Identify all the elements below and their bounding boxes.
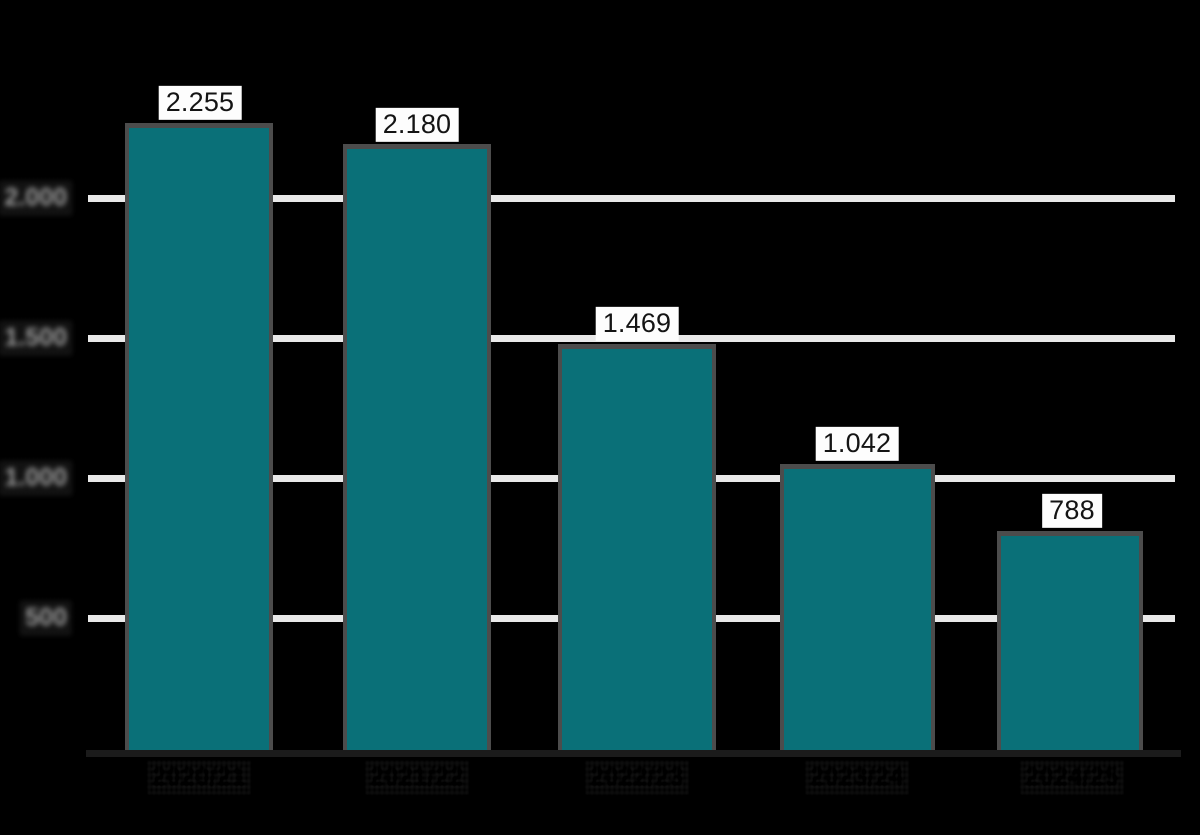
x-axis-line: [86, 750, 1181, 757]
redaction-noise: [0, 180, 72, 216]
value-label-2023-24: 1.042: [815, 426, 899, 461]
gridline-2000: [110, 195, 1175, 202]
bar-2024-25[interactable]: [997, 531, 1143, 756]
y-tick-mark-500: [88, 615, 112, 622]
y-tick-label-500-text: 500: [25, 604, 67, 632]
y-tick-label-2000: 2.000: [0, 180, 72, 216]
y-tick-label-1500-text: 1.500: [4, 324, 67, 352]
x-axis-label-2024-25-text: 2024/25: [1025, 763, 1119, 791]
y-tick-label-2000-text: 2.000: [4, 184, 67, 212]
x-axis-label-2020-21-text: 2020/21: [152, 763, 246, 791]
x-axis-label-2021-22: 2021/22: [366, 761, 468, 794]
bar-2021-22[interactable]: [343, 144, 491, 756]
bar-2023-24[interactable]: [780, 464, 935, 756]
value-label-2024-25: 788: [1042, 493, 1102, 528]
x-axis-label-2023-24-text: 2023/24: [810, 763, 904, 791]
x-axis-label-2023-24: 2023/24: [806, 761, 908, 794]
x-axis-label-2021-22-text: 2021/22: [370, 763, 464, 791]
y-tick-label-1500: 1.500: [0, 320, 72, 356]
y-tick-label-500: 500: [20, 600, 72, 636]
value-label-2020-21: 2.255: [158, 85, 242, 120]
y-tick-label-1000: 1.000: [0, 460, 72, 496]
y-tick-mark-1000: [88, 475, 112, 482]
x-axis-label-2022-23-text: 2022/23: [590, 763, 684, 791]
x-axis-label-2024-25: 2024/25: [1021, 761, 1123, 794]
bar-2022-23[interactable]: [558, 344, 716, 756]
value-label-2022-23: 1.469: [595, 306, 679, 341]
y-tick-mark-2000: [88, 195, 112, 202]
value-label-2021-22: 2.180: [375, 107, 459, 142]
redaction-noise: [0, 320, 72, 356]
redaction-noise: [20, 600, 72, 636]
x-axis-label-2020-21: 2020/21: [148, 761, 250, 794]
redaction-noise: [0, 460, 72, 496]
plot-area: 2.000 1.500 1.000 500: [0, 40, 1181, 757]
x-axis-label-2022-23: 2022/23: [586, 761, 688, 794]
y-tick-label-1000-text: 1.000: [4, 464, 67, 492]
y-tick-mark-1500: [88, 335, 112, 342]
bar-2020-21[interactable]: [125, 123, 273, 756]
